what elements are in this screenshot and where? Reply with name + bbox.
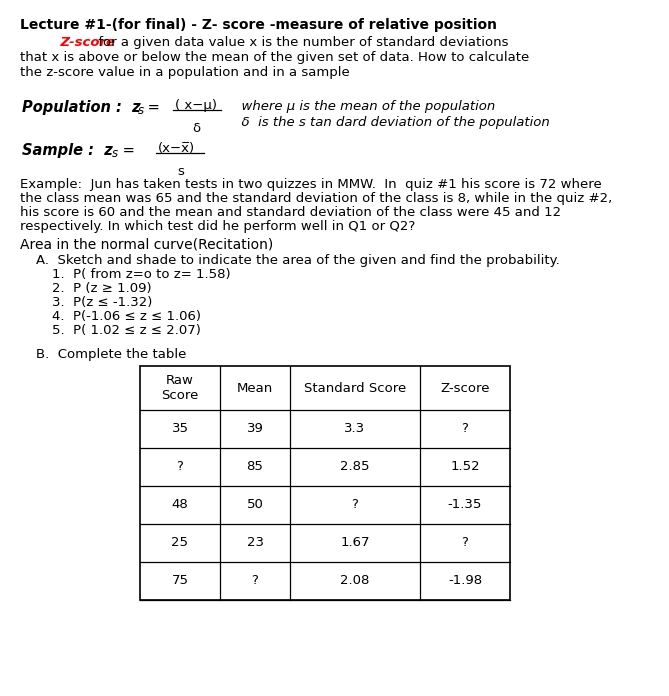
Text: 39: 39	[247, 422, 264, 436]
Text: -1.35: -1.35	[448, 498, 482, 512]
Text: his score is 60 and the mean and standard deviation of the class were 45 and 12: his score is 60 and the mean and standar…	[20, 206, 561, 219]
Text: Z-score: Z-score	[440, 381, 490, 395]
Bar	[140, 366, 510, 600]
Text: the z-score value in a population and in a sample: the z-score value in a population and in…	[20, 66, 350, 79]
Text: Lecture #1-(for final) - Z- score -measure of relative position: Lecture #1-(for final) - Z- score -measu…	[20, 18, 497, 32]
Text: Mean: Mean	[237, 381, 273, 395]
Text: 3.3: 3.3	[345, 422, 365, 436]
Text: 3.  P(z ≤ -1.32): 3. P(z ≤ -1.32)	[52, 296, 153, 309]
Text: Z-score: Z-score	[42, 36, 115, 49]
Text: =: =	[118, 143, 140, 158]
Text: respectively. In which test did he perform well in Q1 or Q2?: respectively. In which test did he perfo…	[20, 220, 415, 233]
Text: A.  Sketch and shade to indicate the area of the given and find the probability.: A. Sketch and shade to indicate the area…	[36, 254, 560, 267]
Text: -1.98: -1.98	[448, 574, 482, 587]
Text: =: =	[143, 100, 165, 115]
Text: 50: 50	[247, 498, 264, 512]
Text: s: s	[177, 165, 184, 178]
Text: 25: 25	[171, 537, 189, 550]
Text: for a given data value x is the number of standard deviations: for a given data value x is the number o…	[94, 36, 508, 49]
Text: B.  Complete the table: B. Complete the table	[36, 348, 187, 361]
Text: ?: ?	[462, 422, 468, 436]
Text: that x is above or below the mean of the given set of data. How to calculate: that x is above or below the mean of the…	[20, 51, 529, 64]
Text: δ  is the s tan dard deviation of the population: δ is the s tan dard deviation of the pop…	[233, 116, 550, 129]
Text: 35: 35	[171, 422, 189, 436]
Text: ?: ?	[462, 537, 468, 550]
Text: ( x−μ): ( x−μ)	[175, 99, 217, 112]
Text: 2.85: 2.85	[341, 461, 370, 473]
Text: 23: 23	[246, 537, 264, 550]
Text: 85: 85	[247, 461, 264, 473]
Text: ?: ?	[252, 574, 258, 587]
Text: 2.08: 2.08	[341, 574, 370, 587]
Text: 5.  P( 1.02 ≤ z ≤ 2.07): 5. P( 1.02 ≤ z ≤ 2.07)	[52, 324, 201, 337]
Text: 4.  P(-1.06 ≤ z ≤ 1.06): 4. P(-1.06 ≤ z ≤ 1.06)	[52, 310, 201, 323]
Text: 48: 48	[172, 498, 189, 512]
Text: 75: 75	[171, 574, 189, 587]
Text: δ: δ	[192, 122, 200, 135]
Text: Example:  Jun has taken tests in two quizzes in MMW.  In  quiz #1 his score is 7: Example: Jun has taken tests in two quiz…	[20, 178, 601, 191]
Text: s: s	[138, 104, 144, 117]
Text: Area in the normal curve(Recitation): Area in the normal curve(Recitation)	[20, 238, 273, 252]
Text: the class mean was 65 and the standard deviation of the class is 8, while in the: the class mean was 65 and the standard d…	[20, 192, 612, 205]
Text: Population :  z: Population : z	[22, 100, 140, 115]
Text: 1.67: 1.67	[341, 537, 370, 550]
Text: Sample :  z: Sample : z	[22, 143, 113, 158]
Text: 1.52: 1.52	[450, 461, 480, 473]
Text: ?: ?	[177, 461, 183, 473]
Text: Standard Score: Standard Score	[304, 381, 406, 395]
Text: 2.  P (z ≥ 1.09): 2. P (z ≥ 1.09)	[52, 282, 152, 295]
Text: 1.  P( from z=o to z= 1.58): 1. P( from z=o to z= 1.58)	[52, 268, 231, 281]
Text: (x−x̅): (x−x̅)	[158, 142, 195, 155]
Text: Raw
Score: Raw Score	[161, 374, 199, 402]
Text: s: s	[112, 147, 118, 160]
Text: ?: ?	[352, 498, 359, 512]
Text: where μ is the mean of the population: where μ is the mean of the population	[233, 100, 495, 113]
